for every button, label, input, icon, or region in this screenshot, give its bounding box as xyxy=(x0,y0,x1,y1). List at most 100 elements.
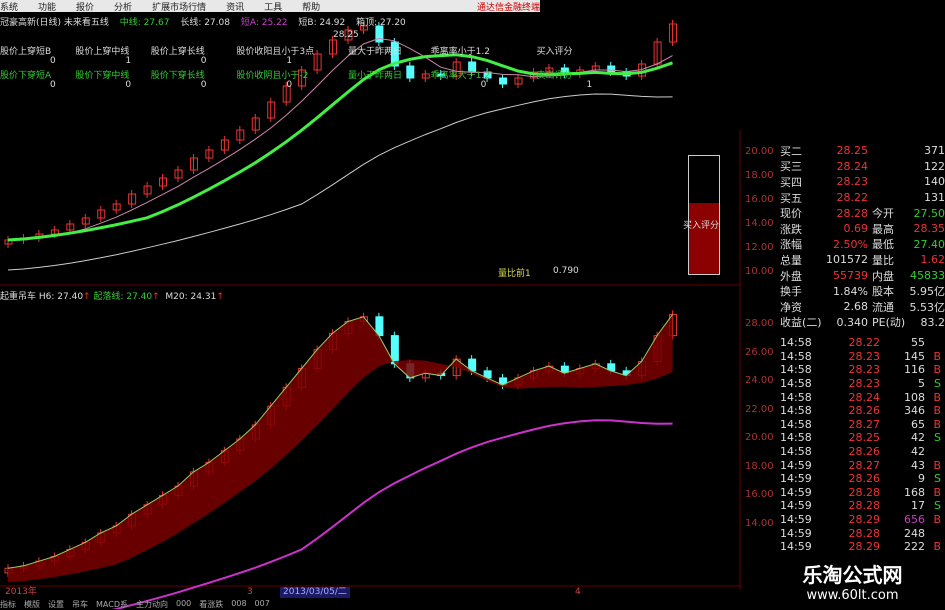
candle xyxy=(81,217,90,225)
signal-label: 股价收阴且小于-2 xyxy=(236,71,309,81)
watermark-title: 乐淘公式网 xyxy=(802,563,903,587)
date-month-4: 4 xyxy=(575,587,581,597)
tick-time: 14:59 xyxy=(780,540,812,554)
menu-news[interactable]: 资讯 xyxy=(226,2,245,13)
stat-label: 外盘 xyxy=(780,269,802,283)
stat-row: 收益(二) 0.340 PE(动) 83.2 xyxy=(780,315,945,331)
buy-score-label: 买入评分 xyxy=(683,221,720,231)
stat-value: 5.53亿 xyxy=(909,300,945,314)
tick-price: 28.27 xyxy=(848,417,881,431)
menu-bar: 系统 功能 报价 分析 扩展市场行情 资讯 工具 帮助 通达信金融终端 xyxy=(0,0,540,13)
bid-label: 买三 xyxy=(780,160,802,174)
tick-side: S xyxy=(934,431,941,445)
menu-quote[interactable]: 报价 xyxy=(76,2,95,13)
candle xyxy=(359,25,368,31)
bid-volume: 371 xyxy=(924,144,945,158)
signal-label: 量小于昨两日 xyxy=(348,71,403,81)
tick-volume: 248 xyxy=(904,526,925,540)
signal-value: 0 xyxy=(125,80,132,90)
tick-volume: 108 xyxy=(904,390,925,404)
indicator-tab[interactable]: 看涨跌 xyxy=(199,600,224,609)
stat-value: 55739 xyxy=(833,269,868,283)
signal-label: 股价上穿中线 xyxy=(75,47,130,57)
tick-time: 14:58 xyxy=(780,349,812,363)
stat-label: 量比 xyxy=(872,253,894,267)
signal-label: 股价下穿长线 xyxy=(150,71,205,81)
tick-side: B xyxy=(933,417,941,431)
menu-ext-market[interactable]: 扩展市场行情 xyxy=(152,2,207,13)
indicator-tab[interactable]: 008 xyxy=(231,599,247,608)
menu-function[interactable]: 功能 xyxy=(38,2,57,13)
indicator-tabs: 指标 模版 设置 吊车 MACD系 主力动向 000 看涨跌 008 007 xyxy=(0,599,760,609)
indicator-tab[interactable]: MACD系 xyxy=(96,600,128,609)
indicator-tab[interactable]: 设置 xyxy=(48,600,64,609)
tick-price: 28.28 xyxy=(848,485,881,499)
candle xyxy=(313,53,322,71)
stat-label: 股本 xyxy=(872,285,894,299)
price-axis-label: 26.00 xyxy=(745,346,774,358)
up-arrow-icon: ↑ xyxy=(216,292,224,302)
tick-list[interactable]: 14:58 28.22 55 14:58 28.23 145 B 14:58 28.23 116 B… xyxy=(780,336,945,554)
menu-tools[interactable]: 工具 xyxy=(264,2,283,13)
signal-label: 股价上穿短B xyxy=(0,47,52,57)
date-cursor: 2013/03/05/二 xyxy=(280,587,350,598)
price-axis-label: 14.00 xyxy=(745,517,774,529)
menu-analysis[interactable]: 分析 xyxy=(114,2,133,13)
candle xyxy=(344,29,353,41)
signal-label: 卖出评分 xyxy=(536,71,573,81)
bid-label: 买五 xyxy=(780,191,802,205)
menu-help[interactable]: 帮助 xyxy=(302,2,321,13)
tick-side: B xyxy=(933,363,941,377)
line-label: 起落线: 27.40 xyxy=(93,292,153,302)
stat-value: 1.84% xyxy=(833,284,868,298)
m20-line xyxy=(111,419,673,609)
bid-price: 28.24 xyxy=(836,159,869,173)
tick-time: 14:59 xyxy=(780,499,812,513)
stat-row: 净资 2.68 流通 5.53亿 xyxy=(780,299,945,315)
tick-row: 14:59 28.29 222 B xyxy=(780,540,945,554)
tick-time: 14:58 xyxy=(780,390,812,404)
tick-time: 14:58 xyxy=(780,377,812,391)
candle xyxy=(437,73,446,77)
candle xyxy=(112,203,121,211)
tick-time: 14:59 xyxy=(780,513,812,527)
date-year: 2013年 xyxy=(5,587,37,597)
tick-price: 28.25 xyxy=(848,431,881,445)
stat-row: 涨幅 2.50% 最低 27.40 xyxy=(780,237,945,253)
bid-price: 28.25 xyxy=(836,144,869,158)
tick-side: S xyxy=(934,499,941,513)
m20-label: M20: 24.31 xyxy=(165,292,217,302)
mid-line xyxy=(7,53,674,242)
tick-time: 14:58 xyxy=(780,431,812,445)
indicator-tab[interactable]: 主力动向 xyxy=(135,600,168,609)
price-axis-label: 20.00 xyxy=(745,146,774,157)
tick-volume: 9 xyxy=(918,472,925,486)
indicator-tab[interactable]: 000 xyxy=(175,599,192,608)
tick-row: 14:58 28.22 55 xyxy=(780,336,945,350)
candle xyxy=(390,41,399,67)
candle xyxy=(159,177,168,187)
indicator-tab[interactable]: 模版 xyxy=(24,600,40,609)
tick-price: 28.27 xyxy=(848,458,881,472)
signal-label: 乖离率小于1.2 xyxy=(430,47,490,57)
indicator-tab[interactable]: 吊车 xyxy=(72,600,88,609)
tick-volume: 55 xyxy=(911,336,925,350)
sub-title: 起重吊车 xyxy=(0,292,37,302)
tick-side: S xyxy=(934,472,941,486)
indicator-tab[interactable]: 007 xyxy=(254,599,270,608)
price-axis-label: 20.00 xyxy=(745,432,774,443)
stat-value: 83.2 xyxy=(920,315,945,329)
signal-value: 0 xyxy=(200,80,207,90)
stat-label: 收益(二) xyxy=(780,316,822,330)
stat-label: 最高 xyxy=(872,222,894,236)
tick-row: 14:59 28.27 43 B xyxy=(780,458,945,472)
indicator-tab[interactable]: 指标 xyxy=(0,600,16,609)
menu-system[interactable]: 系统 xyxy=(0,2,19,13)
tick-side: B xyxy=(933,349,941,363)
stat-row: 涨跌 0.69 最高 28.35 xyxy=(780,221,945,237)
tick-time: 14:59 xyxy=(780,458,812,472)
signal-label: 买入评分 xyxy=(536,47,573,57)
candle xyxy=(251,117,260,131)
bid-price: 28.23 xyxy=(836,175,869,189)
